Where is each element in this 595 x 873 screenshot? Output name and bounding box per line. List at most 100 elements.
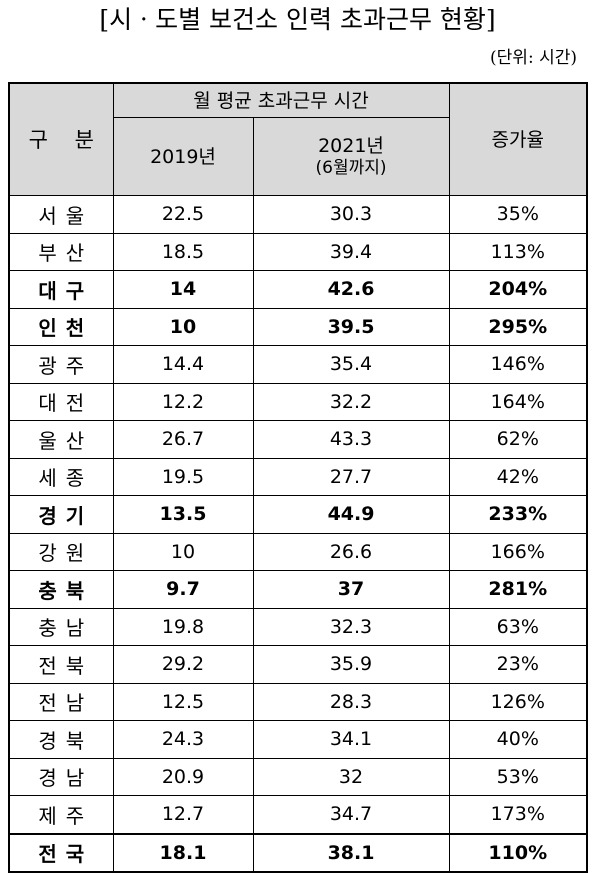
table-header: 구 분 월 평균 초과근무 시간 증가율 2019년 2021년 (6월까지)	[8, 82, 588, 196]
region-cell: 경남	[8, 757, 114, 796]
region-cell: 강원	[8, 532, 114, 571]
header-2021: 2021년 (6월까지)	[252, 117, 450, 196]
header-group: 월 평균 초과근무 시간	[112, 82, 450, 118]
value-2021-cell: 35.4	[252, 345, 450, 384]
header-category: 구 분	[8, 82, 114, 196]
table-row: 대구 14 42.6 204%	[8, 270, 588, 309]
rate-cell: 281%	[448, 570, 588, 609]
value-2019-cell: 24.3	[112, 720, 254, 759]
table-row: 전국 18.1 38.1 110%	[8, 832, 588, 873]
rate-cell: 42%	[448, 457, 588, 496]
rate-cell: 126%	[448, 682, 588, 721]
value-2021-cell: 26.6	[252, 532, 450, 571]
rate-cell: 295%	[448, 307, 588, 346]
region-cell: 전북	[8, 645, 114, 684]
table-row: 부산 18.5 39.4 113%	[8, 232, 588, 271]
region-cell: 부산	[8, 232, 114, 271]
value-2021-cell: 39.4	[252, 232, 450, 271]
table-row: 서울 22.5 30.3 35%	[8, 195, 588, 234]
value-2019-cell: 10	[112, 532, 254, 571]
table-row: 울산 26.7 43.3 62%	[8, 420, 588, 459]
value-2021-cell: 35.9	[252, 645, 450, 684]
value-2021-cell: 30.3	[252, 195, 450, 234]
region-cell: 대전	[8, 382, 114, 421]
value-2019-cell: 20.9	[112, 757, 254, 796]
table-row: 제주 12.7 34.7 173%	[8, 795, 588, 834]
rate-cell: 173%	[448, 795, 588, 834]
rate-cell: 233%	[448, 495, 588, 534]
rate-cell: 146%	[448, 345, 588, 384]
value-2021-cell: 32.3	[252, 607, 450, 646]
region-cell: 울산	[8, 420, 114, 459]
table-row: 강원 10 26.6 166%	[8, 532, 588, 571]
table-row: 경기 13.5 44.9 233%	[8, 495, 588, 534]
value-2021-cell: 39.5	[252, 307, 450, 346]
table-row: 세종 19.5 27.7 42%	[8, 457, 588, 496]
region-cell: 전남	[8, 682, 114, 721]
region-cell: 광주	[8, 345, 114, 384]
region-cell: 서울	[8, 195, 114, 234]
region-cell: 제주	[8, 795, 114, 834]
value-2019-cell: 13.5	[112, 495, 254, 534]
value-2019-cell: 12.5	[112, 682, 254, 721]
table-row: 인천 10 39.5 295%	[8, 307, 588, 346]
value-2019-cell: 12.2	[112, 382, 254, 421]
value-2019-cell: 18.5	[112, 232, 254, 271]
header-2021-year: 2021년	[318, 134, 384, 157]
value-2021-cell: 42.6	[252, 270, 450, 309]
table-row: 광주 14.4 35.4 146%	[8, 345, 588, 384]
value-2019-cell: 19.8	[112, 607, 254, 646]
value-2019-cell: 18.1	[112, 832, 254, 873]
value-2021-cell: 32	[252, 757, 450, 796]
value-2019-cell: 14	[112, 270, 254, 309]
table-row: 충남 19.8 32.3 63%	[8, 607, 588, 646]
header-2021-period: (6월까지)	[315, 157, 387, 178]
value-2019-cell: 22.5	[112, 195, 254, 234]
value-2021-cell: 44.9	[252, 495, 450, 534]
region-cell: 전국	[8, 832, 114, 873]
rate-cell: 166%	[448, 532, 588, 571]
value-2021-cell: 34.1	[252, 720, 450, 759]
value-2019-cell: 14.4	[112, 345, 254, 384]
rate-cell: 35%	[448, 195, 588, 234]
rate-cell: 63%	[448, 607, 588, 646]
unit-label: (단위: 시간)	[490, 48, 577, 68]
header-rate: 증가율	[448, 82, 588, 196]
value-2021-cell: 43.3	[252, 420, 450, 459]
value-2019-cell: 29.2	[112, 645, 254, 684]
rate-cell: 110%	[448, 832, 588, 873]
value-2021-cell: 38.1	[252, 832, 450, 873]
region-cell: 대구	[8, 270, 114, 309]
overtime-table: 구 분 월 평균 초과근무 시간 증가율 2019년 2021년 (6월까지) …	[8, 82, 589, 873]
table-body: 서울 22.5 30.3 35% 부산 18.5 39.4 113% 대구 14 42.6 204% 인…	[8, 195, 588, 873]
region-cell: 인천	[8, 307, 114, 346]
value-2019-cell: 12.7	[112, 795, 254, 834]
region-cell: 경기	[8, 495, 114, 534]
value-2021-cell: 34.7	[252, 795, 450, 834]
table-row: 경북 24.3 34.1 40%	[8, 720, 588, 759]
header-2019: 2019년	[112, 117, 254, 196]
rate-cell: 40%	[448, 720, 588, 759]
value-2019-cell: 19.5	[112, 457, 254, 496]
rate-cell: 113%	[448, 232, 588, 271]
table-row: 대전 12.2 32.2 164%	[8, 382, 588, 421]
value-2021-cell: 32.2	[252, 382, 450, 421]
document-title: [시ㆍ도별 보건소 인력 초과근무 현황]	[99, 5, 496, 34]
region-cell: 경북	[8, 720, 114, 759]
table-row: 전북 29.2 35.9 23%	[8, 645, 588, 684]
table-row: 경남 20.9 32 53%	[8, 757, 588, 796]
value-2019-cell: 26.7	[112, 420, 254, 459]
rate-cell: 62%	[448, 420, 588, 459]
rate-cell: 23%	[448, 645, 588, 684]
region-cell: 충북	[8, 570, 114, 609]
value-2019-cell: 10	[112, 307, 254, 346]
table-row: 전남 12.5 28.3 126%	[8, 682, 588, 721]
value-2021-cell: 28.3	[252, 682, 450, 721]
region-cell: 세종	[8, 457, 114, 496]
rate-cell: 53%	[448, 757, 588, 796]
value-2019-cell: 9.7	[112, 570, 254, 609]
region-cell: 충남	[8, 607, 114, 646]
value-2021-cell: 27.7	[252, 457, 450, 496]
rate-cell: 204%	[448, 270, 588, 309]
value-2021-cell: 37	[252, 570, 450, 609]
